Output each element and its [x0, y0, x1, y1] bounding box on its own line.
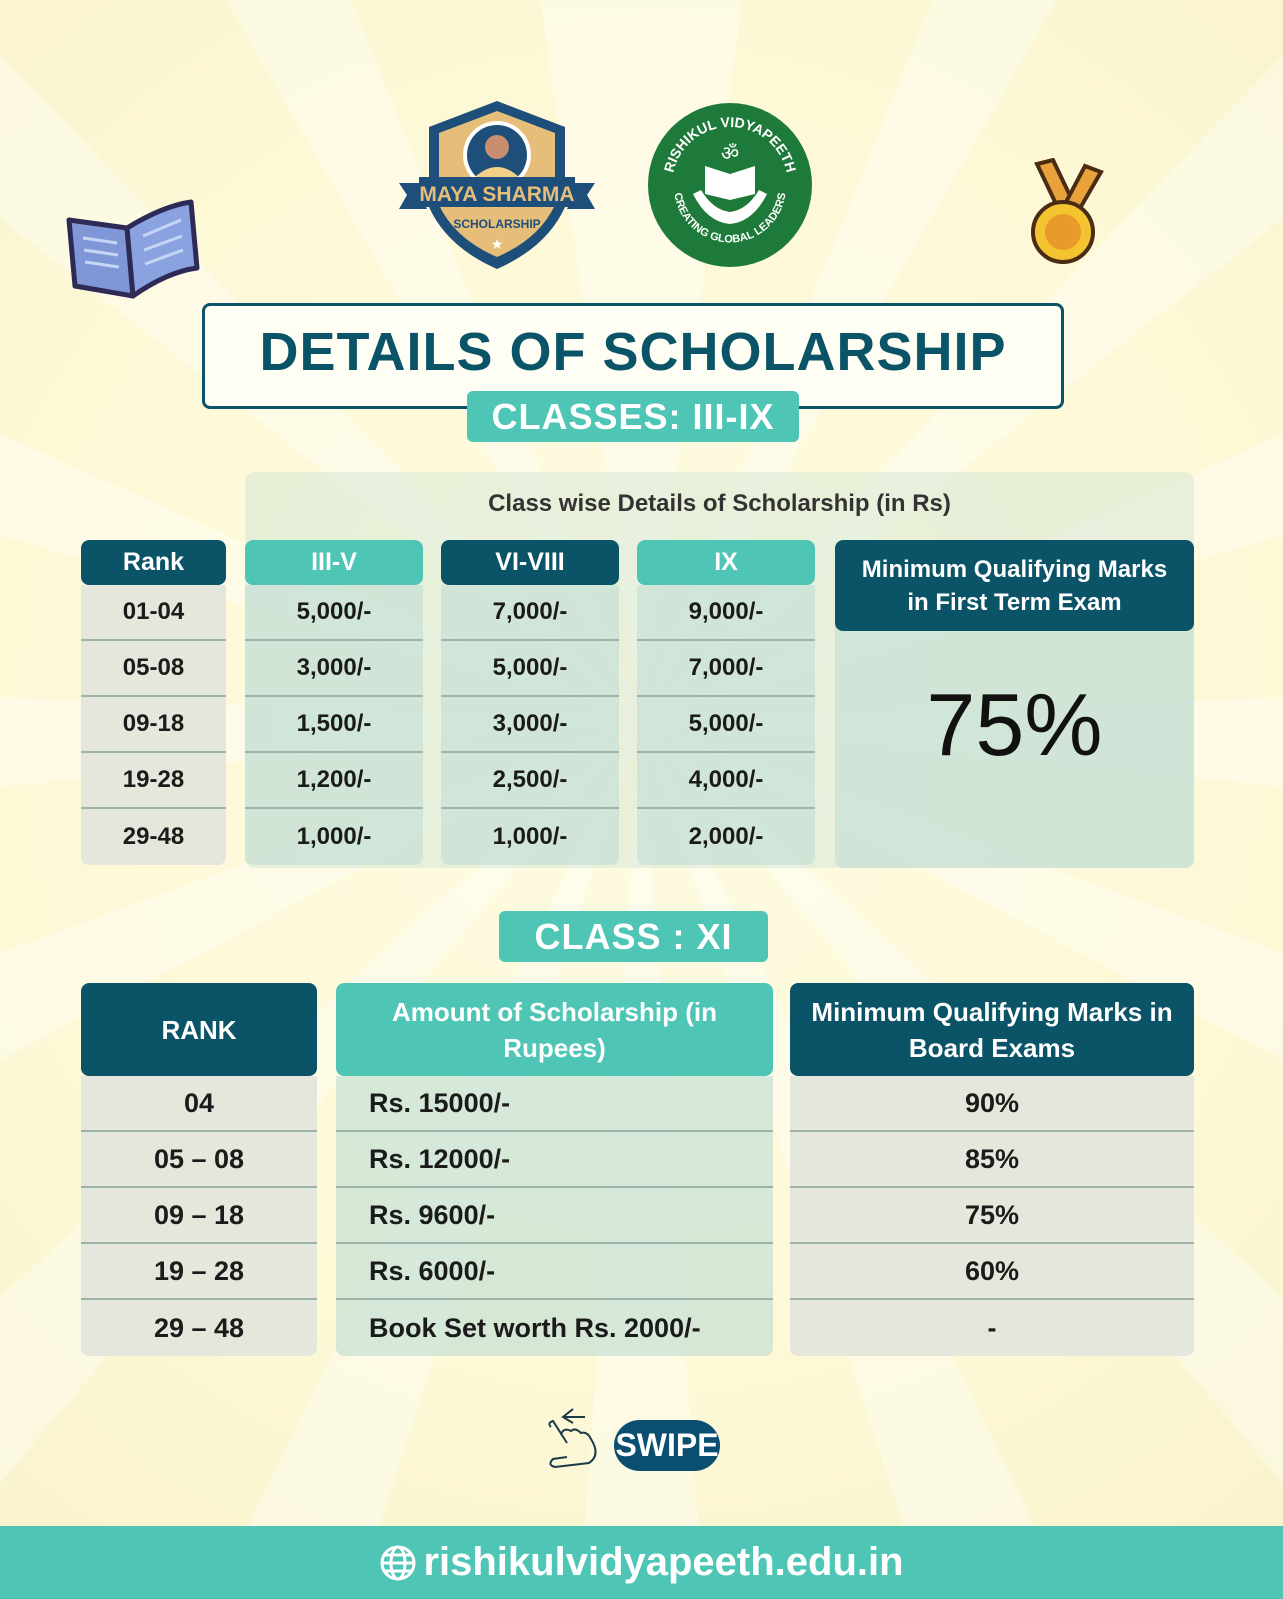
header-vi-viii: VI-VIII [441, 540, 619, 585]
table-cell: 9,000/- [637, 585, 815, 641]
table-cell: 4,000/- [637, 753, 815, 809]
xi-column-rank: RANK 04 05 – 08 09 – 18 19 – 28 29 – 48 [81, 983, 317, 1356]
xi-column-min-marks: Minimum Qualifying Marks in Board Exams … [790, 983, 1194, 1356]
table-cell: 29 – 48 [153, 1312, 245, 1343]
min-marks-header: Minimum Qualifying Marks in First Term E… [835, 540, 1194, 631]
table-cell: 09 – 18 [81, 1188, 317, 1244]
table-cell: 1,000/- [296, 823, 372, 850]
swipe-button[interactable]: SWIPE [614, 1420, 720, 1471]
table-cell: 29-48 [122, 823, 185, 850]
maya-sharma-scholarship-logo: MAYA SHARMA SCHOLARSHIP ★ [399, 101, 595, 269]
xi-column-amount: Amount of Scholarship (in Rupees) Rs. 15… [336, 983, 773, 1356]
column-iii-v: III-V 5,000/- 3,000/- 1,500/- 1,200/- 1,000/… [245, 540, 423, 865]
footer: rishikulvidyapeeth.edu.in [0, 1526, 1283, 1599]
min-marks-value: 75% [926, 674, 1103, 774]
table-cell: 7,000/- [441, 585, 619, 641]
table-cell: 3,000/- [441, 697, 619, 753]
table-cell: Book Set worth Rs. 2000/- [369, 1312, 701, 1343]
table-cell: 1,500/- [245, 697, 423, 753]
table-cell: 7,000/- [637, 641, 815, 697]
table-cell: 09-18 [81, 697, 226, 753]
open-book-icon [66, 199, 200, 299]
table-cell: 75% [790, 1188, 1194, 1244]
table-cell: Rs. 15000/- [336, 1076, 773, 1132]
column-vi-viii: VI-VIII 7,000/- 5,000/- 3,000/- 2,500/- 1,00… [441, 540, 619, 865]
page-title: DETAILS OF SCHOLARSHIP [202, 303, 1064, 409]
classes-badge: CLASSES: III-IX [467, 391, 799, 442]
table-cell: 19-28 [81, 753, 226, 809]
xi-header-rank: RANK [81, 983, 317, 1076]
table-cell: 5,000/- [441, 641, 619, 697]
table-cell: Rs. 12000/- [336, 1132, 773, 1188]
xi-header-min-marks: Minimum Qualifying Marks in Board Exams [790, 983, 1194, 1076]
medal-icon [1031, 158, 1104, 264]
table-cell: 3,000/- [245, 641, 423, 697]
swipe-hand-icon [548, 1408, 597, 1469]
table-cell: - [987, 1312, 997, 1343]
min-marks-column: Minimum Qualifying Marks in First Term E… [835, 540, 1194, 868]
table-cell: 1,000/- [492, 823, 568, 850]
table-cell: 60% [790, 1244, 1194, 1300]
table-cell: 19 – 28 [81, 1244, 317, 1300]
table-cell: 2,500/- [441, 753, 619, 809]
table-cell: 01-04 [81, 585, 226, 641]
header-rank: Rank [81, 540, 226, 585]
column-ix: IX 9,000/- 7,000/- 5,000/- 4,000/- 2,000/- [637, 540, 815, 865]
svg-text:★: ★ [491, 236, 504, 252]
svg-text:MAYA SHARMA: MAYA SHARMA [419, 183, 574, 206]
table-cell: 05 – 08 [81, 1132, 317, 1188]
section1-subheading: Class wise Details of Scholarship (in Rs… [488, 490, 951, 517]
xi-header-amount: Amount of Scholarship (in Rupees) [336, 983, 773, 1076]
rishikul-vidyapeeth-logo: RISHIKUL VIDYAPEETH CREATING GLOBAL LEAD… [648, 103, 812, 267]
svg-text:ॐ: ॐ [721, 143, 739, 165]
table-cell: 04 [81, 1076, 317, 1132]
table-cell: 5,000/- [245, 585, 423, 641]
table-cell: 5,000/- [637, 697, 815, 753]
table-cell: 1,200/- [245, 753, 423, 809]
table-cell: 85% [790, 1132, 1194, 1188]
table-cell: 90% [790, 1076, 1194, 1132]
website-link[interactable]: rishikulvidyapeeth.edu.in [423, 1540, 904, 1584]
header-iii-v: III-V [245, 540, 423, 585]
svg-text:SCHOLARSHIP: SCHOLARSHIP [453, 217, 540, 231]
class-xi-badge: CLASS : XI [499, 911, 768, 962]
header-ix: IX [637, 540, 815, 585]
column-rank: Rank 01-04 05-08 09-18 19-28 29-48 [81, 540, 226, 865]
table-cell: 2,000/- [688, 823, 764, 850]
globe-icon [380, 1545, 416, 1580]
table-cell: Rs. 9600/- [336, 1188, 773, 1244]
table-cell: Rs. 6000/- [336, 1244, 773, 1300]
table-cell: 05-08 [81, 641, 226, 697]
